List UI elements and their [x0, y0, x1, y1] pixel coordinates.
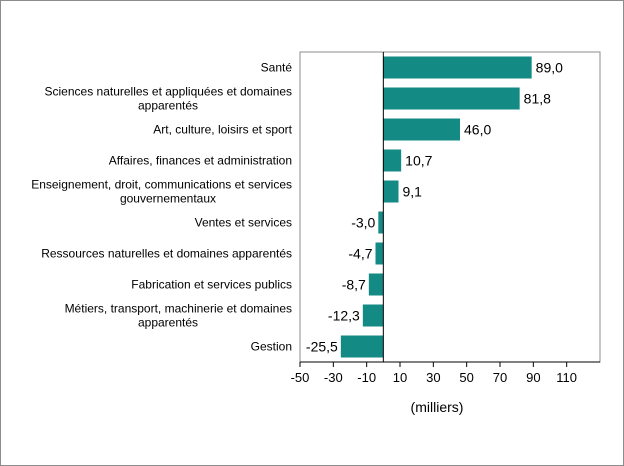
x-tick-label: 50	[459, 370, 473, 385]
category-label-line: Gestion	[251, 340, 292, 354]
x-tick-label: 110	[556, 370, 577, 385]
category-label: Fabrication et services publics	[131, 278, 292, 292]
data-label: 81,8	[524, 91, 551, 107]
category-label-line: Ressources naturelles et domaines appare…	[41, 247, 292, 261]
bar	[383, 118, 460, 141]
bar	[383, 56, 532, 79]
bar	[383, 180, 399, 203]
category-label: Enseignement, droit, communications et s…	[31, 178, 292, 206]
category-label-line: Santé	[261, 61, 293, 75]
category-label-line: apparentés	[138, 316, 198, 330]
data-label: -3,0	[351, 215, 375, 231]
data-label: -25,5	[306, 339, 338, 355]
category-label-line: Enseignement, droit, communications et s…	[31, 178, 292, 192]
bar	[362, 304, 384, 327]
data-label: 46,0	[464, 122, 491, 138]
category-label: Gestion	[251, 340, 292, 354]
bar	[368, 273, 384, 296]
bar	[375, 242, 384, 265]
data-label: 89,0	[536, 60, 563, 76]
category-label: Affaires, finances et administration	[109, 154, 292, 168]
category-label: Art, culture, loisirs et sport	[153, 123, 292, 137]
bar	[383, 149, 402, 172]
category-label-line: Ventes et services	[195, 216, 292, 230]
x-tick-label: -50	[291, 370, 310, 385]
x-tick-label: 70	[493, 370, 507, 385]
bar	[378, 211, 384, 234]
data-label: 9,1	[403, 184, 423, 200]
data-label: -8,7	[342, 277, 366, 293]
category-label-line: Métiers, transport, machinerie et domain…	[65, 302, 292, 316]
category-label-line: Sciences naturelles et appliquées et dom…	[45, 85, 293, 99]
category-label: Sciences naturelles et appliquées et dom…	[45, 85, 293, 113]
x-tick-label: -10	[357, 370, 376, 385]
category-label: Santé	[261, 61, 293, 75]
x-tick-label: 30	[426, 370, 440, 385]
category-label: Ventes et services	[195, 216, 292, 230]
category-label-line: Affaires, finances et administration	[109, 154, 292, 168]
data-label: 10,7	[405, 153, 432, 169]
category-label: Ressources naturelles et domaines appare…	[41, 247, 292, 261]
category-label-line: Fabrication et services publics	[131, 278, 292, 292]
x-axis-title: (milliers)	[411, 399, 464, 415]
category-label: Métiers, transport, machinerie et domain…	[65, 302, 292, 330]
data-label: -12,3	[328, 308, 360, 324]
bar	[383, 87, 520, 110]
x-tick-label: 90	[526, 370, 540, 385]
x-tick-label: 10	[393, 370, 407, 385]
data-label: -4,7	[348, 246, 372, 262]
category-label-line: Art, culture, loisirs et sport	[153, 123, 292, 137]
category-label-line: gouvernementaux	[120, 192, 216, 206]
category-label-line: apparentés	[138, 99, 198, 113]
x-tick-label: -30	[324, 370, 343, 385]
bar	[340, 335, 384, 358]
